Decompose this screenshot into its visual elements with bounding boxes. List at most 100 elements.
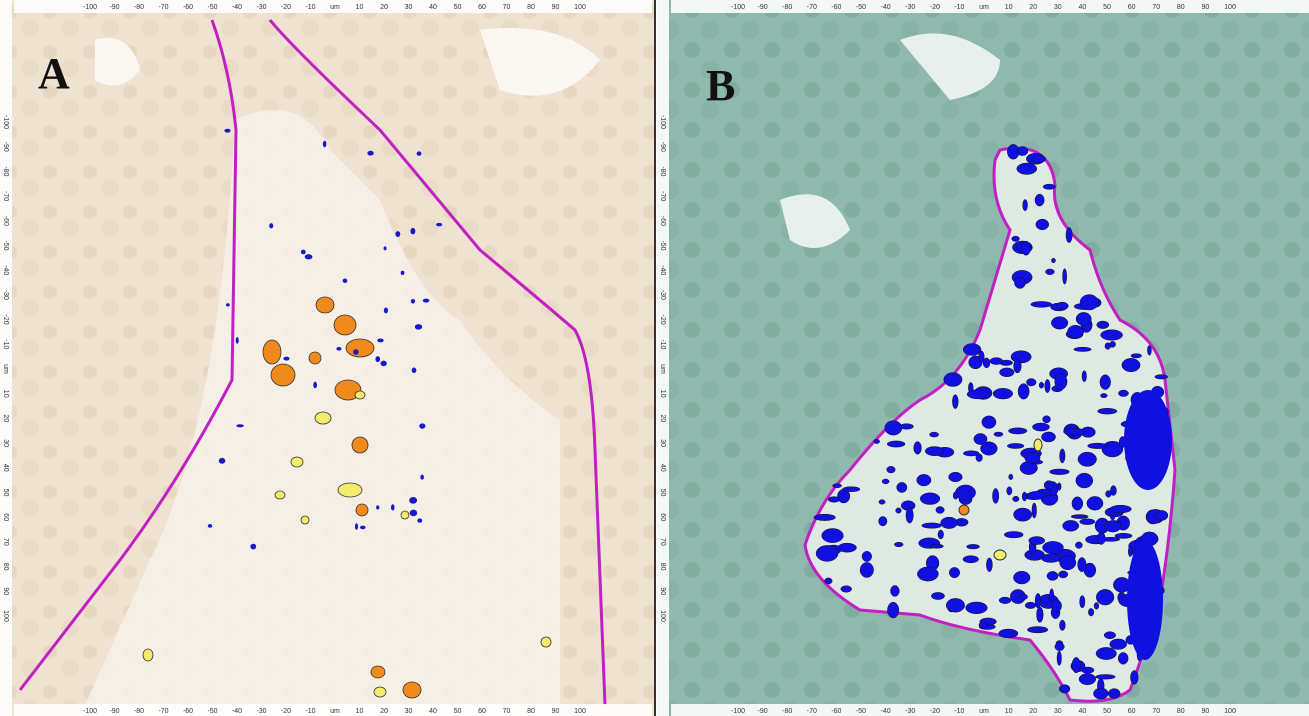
ruler-label: -10 <box>659 339 666 349</box>
ruler-label: -40 <box>2 265 9 275</box>
ruler-label: 50 <box>2 489 9 497</box>
ruler-label: 20 <box>1029 4 1037 11</box>
ruler-label: -30 <box>2 290 9 300</box>
blob-blue <box>914 442 922 455</box>
ruler-label: 70 <box>1152 4 1160 11</box>
blob-blue <box>983 358 990 368</box>
ruler-label: -80 <box>134 4 144 11</box>
ruler-label: -90 <box>2 142 9 152</box>
blob-blue <box>1128 546 1132 556</box>
ruler-label: 60 <box>2 513 9 521</box>
blob-blue <box>925 446 944 455</box>
blob-blue <box>1115 533 1132 538</box>
ruler-label: 90 <box>1202 708 1210 715</box>
ruler-label: 80 <box>2 563 9 571</box>
blob-blue <box>999 629 1018 638</box>
blob-blue <box>208 524 212 528</box>
blob-blue <box>1057 651 1061 665</box>
blob-blue <box>1013 496 1019 501</box>
ruler-label: 50 <box>454 4 462 11</box>
blob-blue <box>1022 492 1027 501</box>
blob-blue <box>1031 301 1052 307</box>
blob-blue <box>1100 393 1107 397</box>
ruler-label: 30 <box>405 708 413 715</box>
ruler-label: 100 <box>574 4 586 11</box>
blob-blue <box>1124 390 1172 490</box>
ruler-label: -60 <box>183 708 193 715</box>
blob-blue <box>1080 596 1085 608</box>
ruler-label: -50 <box>856 708 866 715</box>
panel-b <box>657 0 1309 716</box>
blob-orange <box>403 682 421 698</box>
ruler-label: -20 <box>281 708 291 715</box>
blob-blue <box>1032 503 1037 518</box>
blob-blue <box>967 390 988 399</box>
page: -100-100-100-90-90-90-80-80-80-70-70-70-… <box>0 0 1309 716</box>
ruler-label: um <box>979 708 989 715</box>
ruler-label: 90 <box>1202 4 1210 11</box>
blob-blue <box>1110 639 1127 650</box>
ruler-label: 60 <box>478 4 486 11</box>
blob-blue <box>833 484 842 488</box>
ruler-label: -60 <box>831 708 841 715</box>
blob-blue <box>994 432 1003 436</box>
blob-orange <box>371 666 385 678</box>
blob-blue <box>982 416 996 429</box>
ruler-label: -40 <box>881 708 891 715</box>
blob-blue <box>1082 371 1087 382</box>
ruler-label: -20 <box>930 4 940 11</box>
ruler-label: 80 <box>659 563 666 571</box>
ruler-label: um <box>2 364 9 374</box>
blob-blue <box>1027 491 1045 499</box>
blob-blue <box>917 474 931 486</box>
ruler-label: -30 <box>905 708 915 715</box>
ruler-label: 90 <box>552 4 560 11</box>
blob-blue <box>1096 589 1114 605</box>
blob-blue <box>953 492 958 499</box>
blob-yellow <box>541 637 551 647</box>
ruler-label: -60 <box>183 4 193 11</box>
blob-blue <box>355 523 358 530</box>
ruler-label: 40 <box>1079 708 1087 715</box>
ruler-label: 80 <box>527 4 535 11</box>
blob-blue <box>1074 347 1092 351</box>
blob-blue <box>269 223 273 228</box>
panel-a <box>0 0 654 716</box>
blob-blue <box>963 451 979 456</box>
blob-blue <box>436 223 442 227</box>
blob-yellow <box>1034 439 1042 451</box>
blob-blue <box>1025 452 1040 463</box>
ruler-label: 40 <box>429 708 437 715</box>
blob-blue <box>417 518 422 522</box>
blob-blue <box>1029 537 1045 545</box>
blob-blue <box>1026 379 1036 386</box>
blob-blue <box>1087 496 1103 510</box>
blob-blue <box>1097 532 1105 544</box>
blob-blue <box>838 543 857 552</box>
ruler-label: -70 <box>807 4 817 11</box>
ruler-label: um <box>979 4 989 11</box>
ruler-left <box>657 0 669 716</box>
blob-blue <box>1011 351 1031 363</box>
blob-blue <box>963 556 979 563</box>
ruler-label: 10 <box>659 390 666 398</box>
blob-blue <box>1013 571 1030 584</box>
blob-blue <box>250 544 256 550</box>
ruler-label: -10 <box>954 4 964 11</box>
blob-blue <box>1096 647 1116 659</box>
blob-blue <box>1106 491 1112 498</box>
ruler-label: -50 <box>659 240 666 250</box>
ruler-label: -30 <box>256 4 266 11</box>
blob-blue <box>1079 673 1096 684</box>
blob-blue <box>1059 685 1070 694</box>
blob-blue <box>1078 452 1097 466</box>
blob-blue <box>410 228 415 235</box>
blob-blue <box>336 347 341 351</box>
blob-blue <box>1105 343 1111 350</box>
blob-blue <box>313 382 317 389</box>
blob-blue <box>816 545 838 561</box>
blob-blue <box>1045 379 1050 392</box>
ruler-label: -60 <box>831 4 841 11</box>
blob-blue <box>862 551 872 561</box>
ruler-label: 40 <box>429 4 437 11</box>
